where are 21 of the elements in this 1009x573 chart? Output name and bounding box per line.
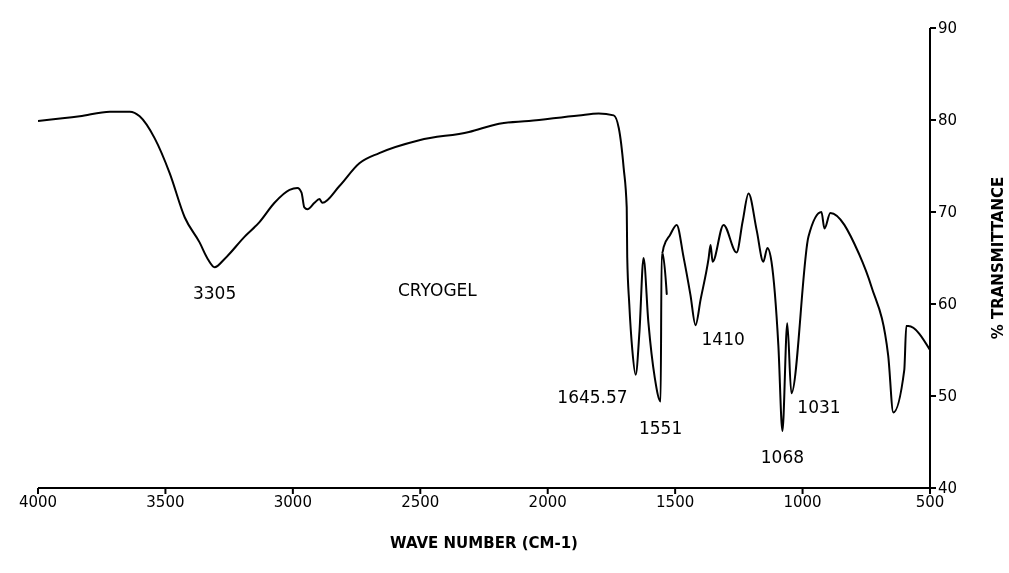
y-axis-title: % TRANSMITTANCE bbox=[989, 176, 1008, 340]
y-tick-label: 90 bbox=[938, 19, 958, 38]
y-tick-label: 80 bbox=[938, 111, 958, 130]
annotation: 3305 bbox=[192, 283, 237, 304]
x-tick-label: 4000 bbox=[18, 492, 58, 511]
x-tick-label: 1500 bbox=[656, 492, 695, 511]
annotation: 1068 bbox=[760, 446, 805, 467]
x-tick-label: 1000 bbox=[783, 492, 822, 511]
annotation: 1645.57 bbox=[557, 386, 628, 407]
annotation: 1551 bbox=[638, 417, 683, 438]
x-tick-label: 3500 bbox=[146, 492, 185, 511]
annotation: CRYOGEL bbox=[398, 280, 477, 300]
annotation: 1031 bbox=[797, 397, 841, 418]
x-axis-title: WAVE NUMBER (CM-1) bbox=[390, 534, 578, 552]
x-tick-label: 2000 bbox=[528, 492, 567, 511]
y-tick-label: 50 bbox=[938, 387, 958, 406]
y-tick-label: 70 bbox=[938, 203, 958, 222]
x-tick-label: 3000 bbox=[273, 492, 312, 511]
annotation: 1410 bbox=[701, 329, 745, 350]
x-tick-label: 2500 bbox=[401, 492, 440, 511]
y-tick-label: 60 bbox=[938, 295, 958, 314]
